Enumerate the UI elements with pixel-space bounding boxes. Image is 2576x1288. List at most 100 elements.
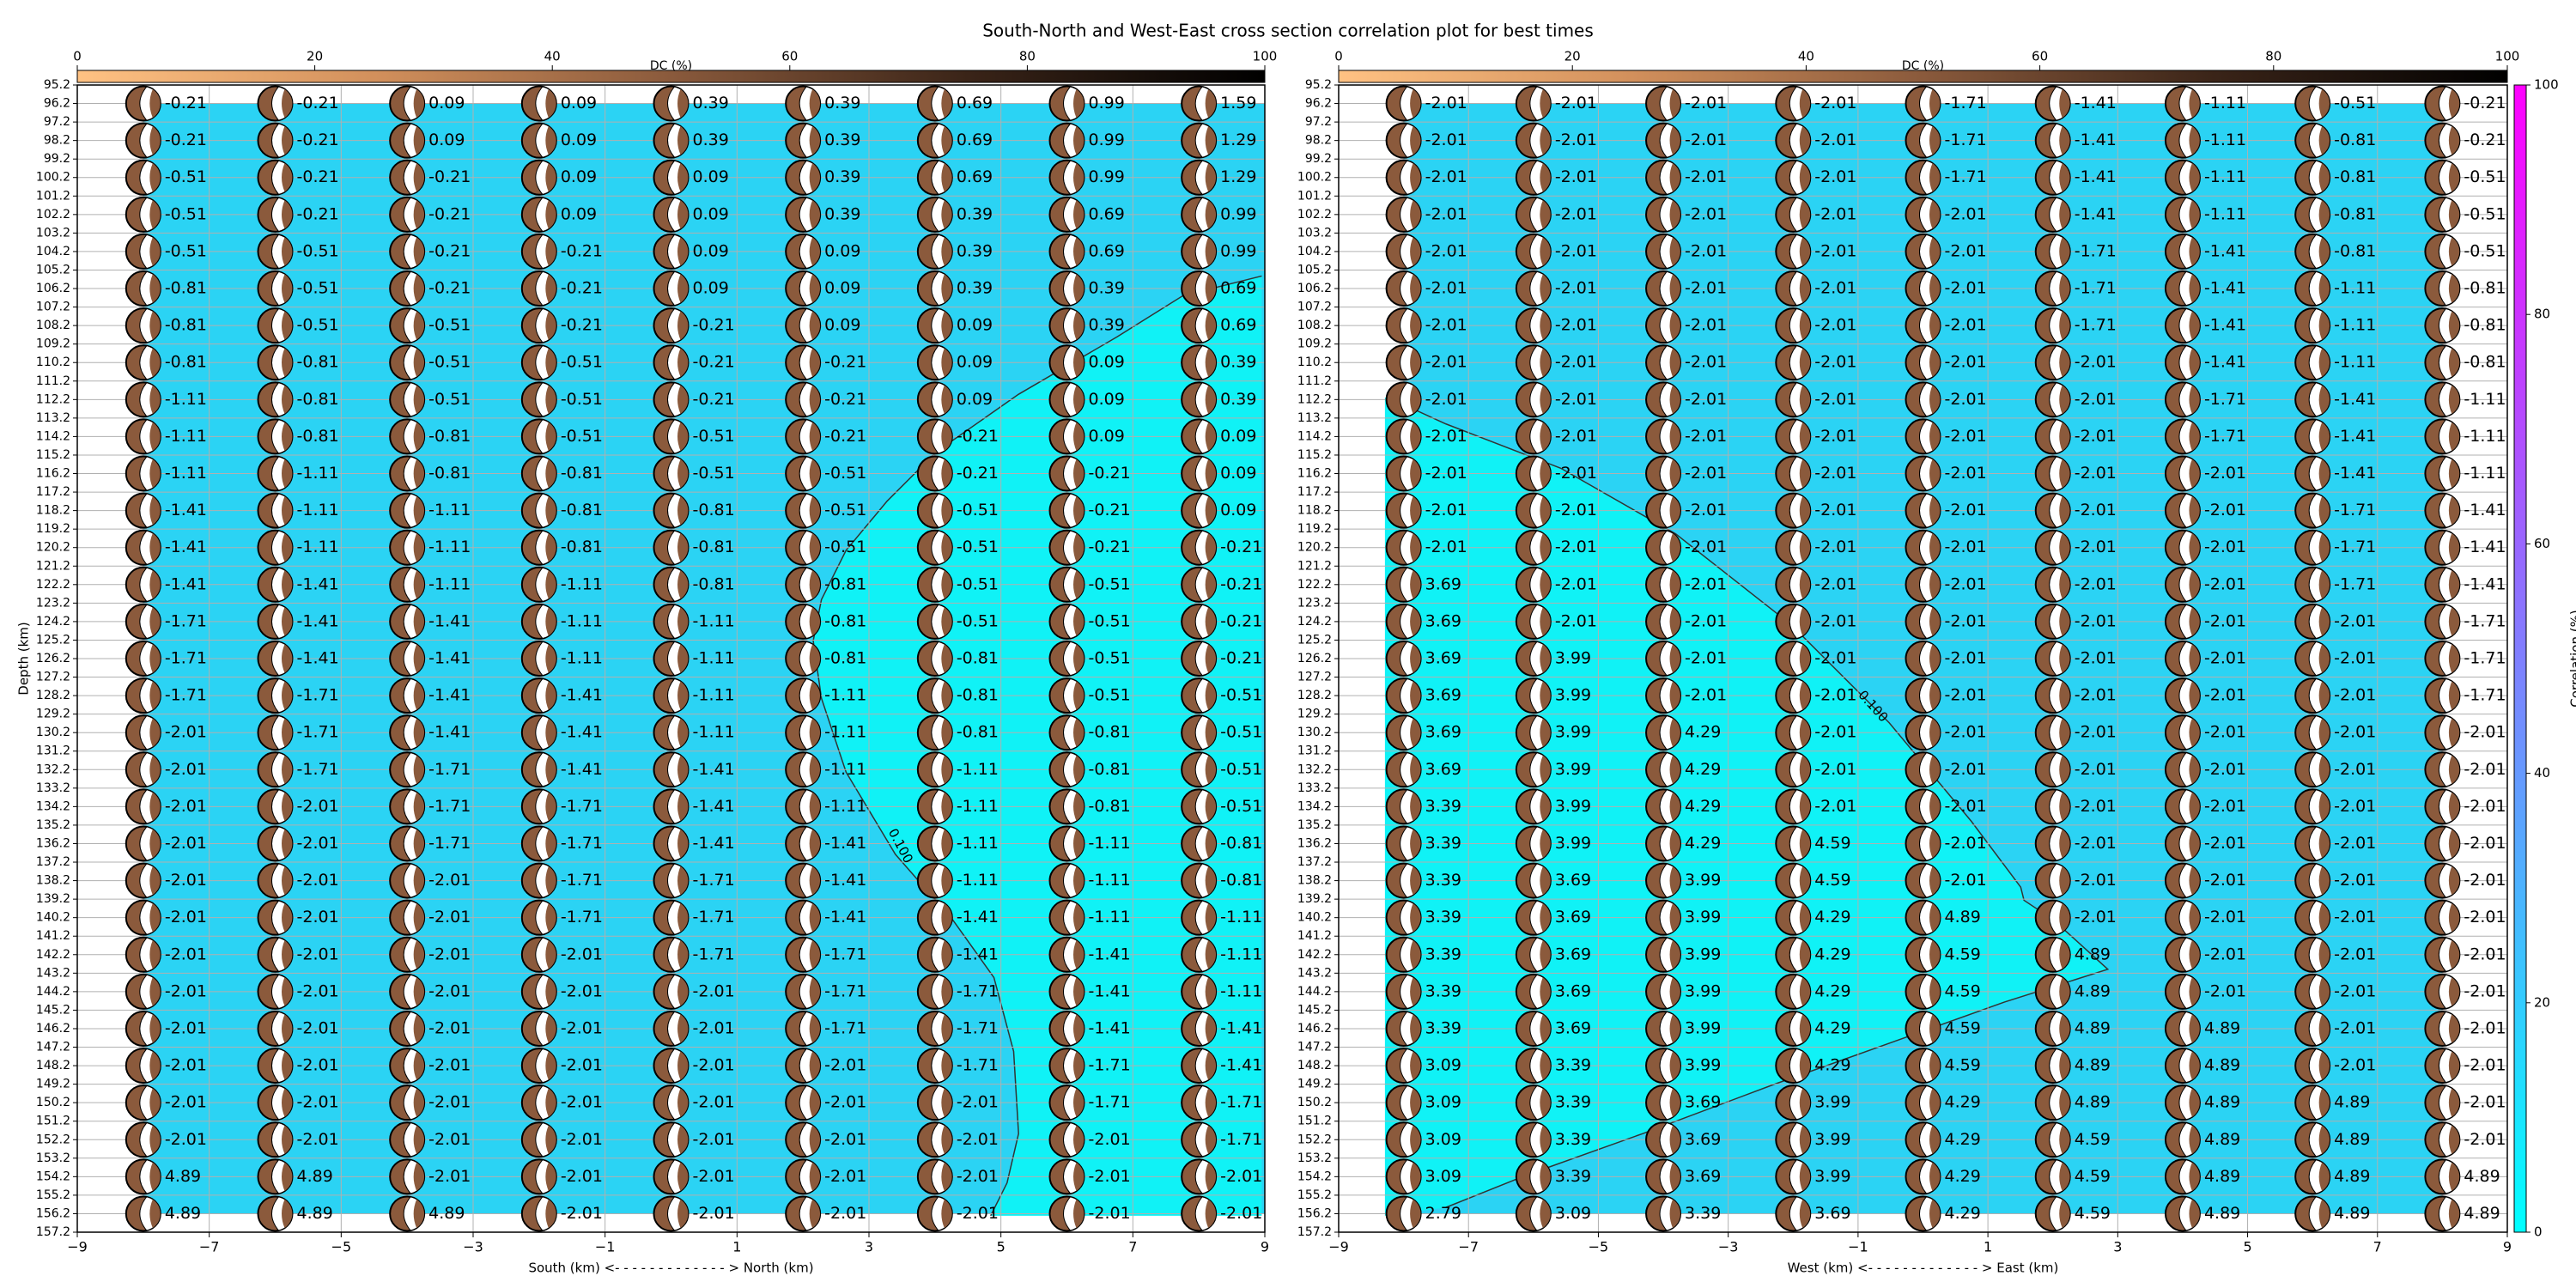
y-tick-label: 126.2	[1297, 652, 1332, 665]
beachball-stripe	[2318, 977, 2330, 1006]
y-tick-label: 98.2	[1305, 134, 1332, 148]
beachball-stripe	[1410, 533, 1421, 562]
x-tick-label: −1	[1848, 1239, 1868, 1255]
beachball	[520, 566, 557, 603]
y-tick-label: 139.2	[36, 892, 70, 906]
beachball	[2294, 1084, 2331, 1121]
value-label: 0.39	[1220, 390, 1256, 409]
beachball	[1181, 862, 1218, 899]
beachball	[1645, 233, 1682, 270]
beachball	[2034, 1010, 2071, 1047]
value-label: 4.29	[1814, 1018, 1850, 1037]
value-label: 3.09	[1425, 1167, 1461, 1186]
beachball	[653, 159, 690, 196]
beachball	[2034, 751, 2071, 788]
beachball-stripe	[2059, 755, 2070, 784]
beachball-stripe	[1073, 385, 1084, 414]
beachball-stripe	[413, 533, 425, 562]
beachball-stripe	[2059, 1125, 2070, 1154]
beachball-stripe	[1205, 163, 1217, 192]
beachball-stripe	[282, 1125, 293, 1154]
value-label: -2.01	[1425, 390, 1467, 409]
value-label: -2.01	[1945, 538, 1987, 556]
value-label: -2.01	[1814, 723, 1856, 742]
beachball	[2034, 899, 2071, 936]
beachball-stripe	[1799, 163, 1811, 192]
value-label: 4.89	[2204, 1056, 2240, 1075]
beachball-stripe	[2318, 533, 2330, 562]
value-label: 4.29	[1814, 1056, 1850, 1075]
beachball	[1645, 1121, 1682, 1158]
value-label: -2.01	[693, 1167, 735, 1186]
dc-colorbar-tick-label: 80	[1019, 49, 1036, 64]
beachball	[520, 233, 557, 270]
value-label: -1.71	[1945, 94, 1987, 112]
value-label: -0.51	[824, 501, 866, 519]
beachball-stripe	[1540, 607, 1551, 636]
value-label: -2.01	[2075, 686, 2117, 705]
beachball	[1645, 566, 1682, 603]
beachball	[1645, 1010, 1682, 1047]
beachball-stripe	[2059, 126, 2070, 155]
beachball-stripe	[1410, 570, 1421, 599]
value-label: -0.21	[1089, 538, 1131, 556]
beachball-stripe	[677, 570, 689, 599]
beachball	[1775, 714, 1812, 751]
beachball	[2424, 603, 2461, 640]
value-label: -0.51	[1089, 611, 1131, 630]
value-label: -2.01	[1945, 204, 1987, 223]
beachball-stripe	[2189, 681, 2200, 710]
beachball-stripe	[2318, 459, 2330, 489]
beachball-stripe	[1799, 274, 1811, 303]
value-label: -2.01	[297, 1056, 339, 1075]
value-label: 3.99	[1555, 723, 1591, 742]
beachball	[1385, 603, 1422, 640]
beachball	[916, 973, 953, 1010]
beachball	[785, 751, 822, 788]
beachball	[257, 159, 294, 196]
beachball	[1385, 973, 1422, 1010]
beachball-stripe	[149, 385, 161, 414]
beachball	[1515, 1084, 1552, 1121]
beachball	[1645, 862, 1682, 899]
beachball-stripe	[1929, 496, 1941, 526]
value-label: -0.21	[957, 427, 999, 446]
beachball-stripe	[282, 977, 293, 1006]
y-tick-label: 153.2	[1297, 1151, 1332, 1165]
beachball-stripe	[149, 1162, 161, 1191]
beachball	[520, 159, 557, 196]
beachball-stripe	[149, 126, 161, 155]
beachball-stripe	[2189, 977, 2200, 1006]
value-label: -1.11	[2334, 279, 2376, 298]
y-tick-label: 140.2	[1297, 911, 1332, 925]
value-label: -0.81	[2334, 167, 2376, 186]
value-label: -1.11	[165, 390, 207, 409]
value-label: 4.59	[2075, 1167, 2111, 1186]
beachball-stripe	[2189, 163, 2200, 192]
y-tick-label: 114.2	[36, 429, 70, 443]
beachball-stripe	[1205, 311, 1217, 340]
beachball-stripe	[2059, 200, 2070, 229]
beachball-stripe	[545, 940, 556, 969]
value-label: -2.01	[428, 1056, 471, 1075]
beachball-stripe	[1929, 1088, 1941, 1117]
value-label: -1.71	[957, 1056, 999, 1075]
beachball-stripe	[282, 570, 293, 599]
beachball	[1181, 529, 1218, 566]
x-tick-label: −5	[331, 1239, 352, 1255]
value-label: -1.41	[2075, 94, 2117, 112]
beachball	[1905, 862, 1941, 899]
value-label: -2.01	[1685, 686, 1727, 705]
beachball-stripe	[545, 1162, 556, 1191]
correlation-colorbar	[2513, 84, 2527, 1233]
beachball	[1385, 159, 1422, 196]
beachball-stripe	[809, 866, 821, 896]
beachball-stripe	[1799, 755, 1811, 784]
value-label: -2.01	[561, 1056, 603, 1075]
beachball	[2034, 492, 2071, 529]
value-label: -1.41	[2334, 464, 2376, 483]
beachball-stripe	[809, 829, 821, 859]
value-label: -2.01	[1089, 1167, 1131, 1186]
beachball-stripe	[1540, 274, 1551, 303]
beachball-stripe	[1205, 200, 1217, 229]
